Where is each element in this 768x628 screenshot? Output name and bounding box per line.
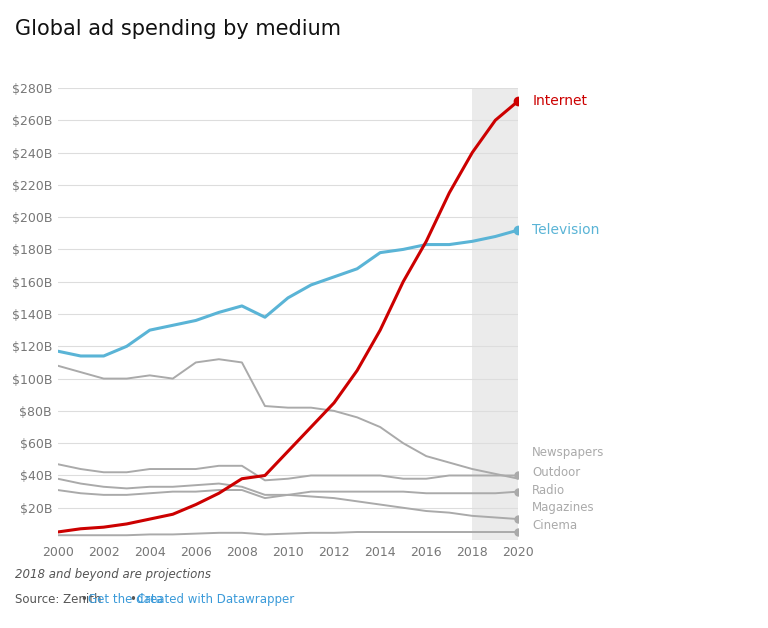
Text: Newspapers: Newspapers xyxy=(532,447,604,459)
Text: Get the data: Get the data xyxy=(88,593,163,607)
Text: Television: Television xyxy=(532,223,600,237)
Text: •: • xyxy=(129,593,136,607)
Text: Global ad spending by medium: Global ad spending by medium xyxy=(15,19,341,39)
Text: Magazines: Magazines xyxy=(532,501,595,514)
Text: Cinema: Cinema xyxy=(532,519,578,532)
Text: Created with Datawrapper: Created with Datawrapper xyxy=(137,593,294,607)
Text: Source: Zenith: Source: Zenith xyxy=(15,593,106,607)
Text: Internet: Internet xyxy=(532,94,588,108)
Bar xyxy=(472,88,518,540)
Text: •: • xyxy=(81,593,88,607)
Text: Outdoor: Outdoor xyxy=(532,466,581,479)
Text: 2018 and beyond are projections: 2018 and beyond are projections xyxy=(15,568,211,582)
Text: Radio: Radio xyxy=(532,484,565,497)
